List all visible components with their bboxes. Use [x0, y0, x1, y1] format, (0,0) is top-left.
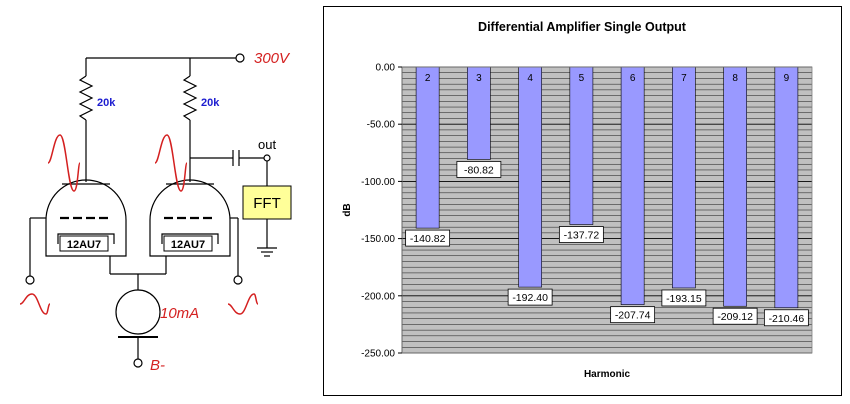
category-label: 4	[527, 73, 533, 84]
data-label-box	[763, 309, 809, 327]
y-tick-label: -100.00	[361, 177, 395, 188]
current-source-label: 10mA	[160, 305, 199, 322]
data-label-box	[712, 307, 758, 325]
category-label: 2	[425, 73, 431, 84]
data-label-box	[456, 161, 502, 178]
category-label: 8	[732, 73, 738, 84]
data-label-box	[610, 306, 656, 324]
resistor-right-label: 20k	[201, 97, 220, 109]
data-label: -209.12	[717, 311, 753, 323]
data-label: -140.82	[410, 233, 446, 245]
data-label: -193.15	[666, 293, 702, 305]
chart-title: Differential Amplifier Single Output	[478, 20, 687, 34]
y-tick-label: -200.00	[361, 291, 395, 302]
y-tick-label: 0.00	[376, 63, 396, 74]
category-label: 5	[579, 73, 585, 84]
y-tick-label: -150.00	[361, 234, 395, 245]
resistor-left-label: 20k	[97, 97, 116, 109]
fft-label: FFT	[253, 195, 281, 212]
axes: 0.00 -50.00 -100.00 -150.00 -200.00 -250.00	[361, 63, 813, 360]
circuit-schematic: FFT 300V 20k 20k out 12AU7 12AU7 10mA B-	[19, 50, 292, 374]
bar	[620, 66, 645, 305]
data-label: -210.46	[769, 313, 805, 325]
data-label: -192.40	[512, 292, 548, 304]
category-label: 7	[681, 73, 687, 84]
y-axis-label: dB	[342, 203, 353, 216]
bar	[518, 66, 542, 288]
output-label: out	[258, 137, 276, 152]
data-label: -207.74	[615, 310, 651, 322]
data-label: -80.82	[464, 164, 494, 176]
fft-box	[242, 185, 292, 220]
category-label: 3	[476, 73, 482, 84]
data-label-box	[661, 289, 707, 307]
harmonic-bar-chart: Differential Amplifier Single Output 0.0…	[342, 20, 813, 380]
chart-frame: Differential Amplifier Single Output 0.0…	[323, 6, 842, 396]
bar	[774, 66, 799, 309]
supply-voltage-label: 300V	[254, 50, 291, 67]
data-label-box	[558, 226, 604, 243]
bar	[723, 66, 747, 307]
data-labels: 2 -140.82 3 -80.82 4 -192.40 5 -137.72 6 -207.74 7…	[405, 73, 809, 327]
bars	[415, 66, 799, 309]
plot-border	[401, 66, 813, 354]
x-axis-label: Harmonic	[584, 369, 631, 380]
category-label: 6	[630, 73, 636, 84]
category-label: 9	[784, 73, 790, 84]
negative-rail-label: B-	[150, 357, 165, 374]
y-tick-label: -50.00	[367, 120, 396, 131]
y-tick-label: -250.00	[361, 349, 395, 360]
tube-right-label: 12AU7	[171, 239, 205, 251]
bar	[569, 66, 594, 225]
data-label-box	[507, 288, 553, 306]
bar	[415, 66, 440, 229]
data-label-box	[405, 229, 451, 247]
tube-left-label: 12AU7	[67, 239, 101, 251]
bar	[672, 66, 696, 289]
data-label: -137.72	[564, 230, 600, 242]
